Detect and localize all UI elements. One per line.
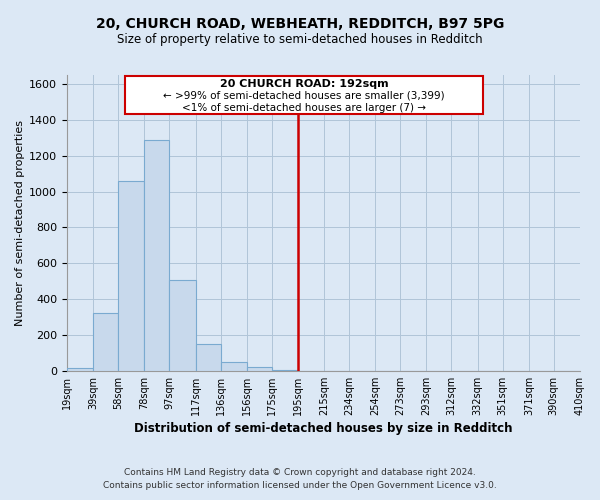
Bar bbox=[67, 368, 93, 371]
X-axis label: Distribution of semi-detached houses by size in Redditch: Distribution of semi-detached houses by … bbox=[134, 422, 513, 435]
Bar bbox=[145, 140, 169, 371]
Text: 20, CHURCH ROAD, WEBHEATH, REDDITCH, B97 5PG: 20, CHURCH ROAD, WEBHEATH, REDDITCH, B97… bbox=[96, 18, 504, 32]
Bar bbox=[93, 312, 118, 371]
Y-axis label: Number of semi-detached properties: Number of semi-detached properties bbox=[15, 120, 25, 326]
Bar bbox=[272, 370, 298, 371]
Bar bbox=[221, 362, 247, 371]
Bar bbox=[169, 280, 196, 371]
FancyBboxPatch shape bbox=[125, 76, 483, 114]
Bar bbox=[118, 181, 145, 371]
Text: ← >99% of semi-detached houses are smaller (3,399): ← >99% of semi-detached houses are small… bbox=[163, 90, 445, 101]
Text: <1% of semi-detached houses are larger (7) →: <1% of semi-detached houses are larger (… bbox=[182, 102, 426, 113]
Text: Size of property relative to semi-detached houses in Redditch: Size of property relative to semi-detach… bbox=[117, 32, 483, 46]
Text: Contains HM Land Registry data © Crown copyright and database right 2024.: Contains HM Land Registry data © Crown c… bbox=[124, 468, 476, 477]
Text: Contains public sector information licensed under the Open Government Licence v3: Contains public sector information licen… bbox=[103, 482, 497, 490]
Bar bbox=[247, 367, 272, 371]
Bar bbox=[196, 344, 221, 371]
Text: 20 CHURCH ROAD: 192sqm: 20 CHURCH ROAD: 192sqm bbox=[220, 79, 388, 89]
